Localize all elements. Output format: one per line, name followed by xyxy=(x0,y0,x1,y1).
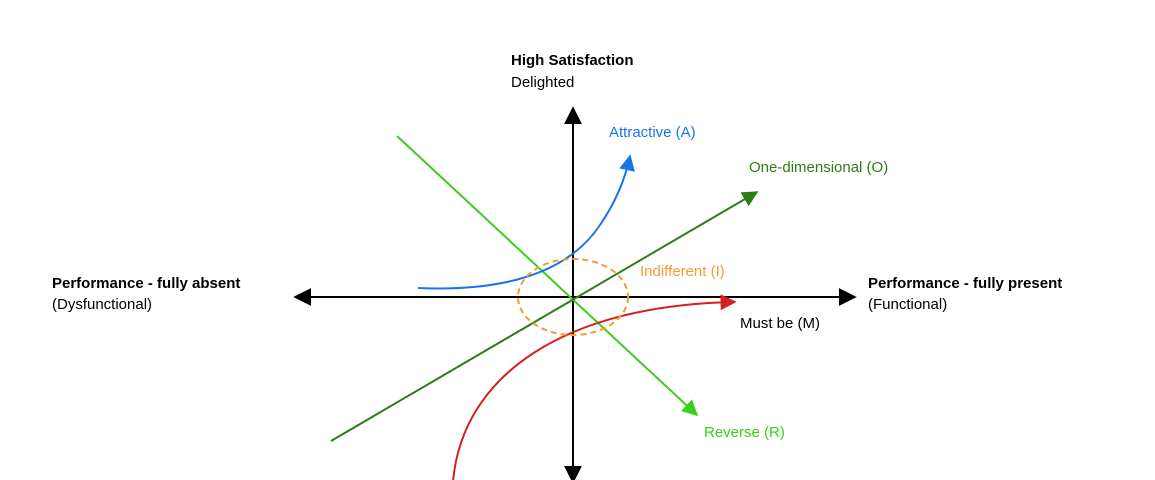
left-title: Performance - fully absent xyxy=(52,275,240,292)
indifferent-ellipse xyxy=(517,258,629,336)
must-be-label: Must be (M) xyxy=(740,315,820,332)
right-subtitle: (Functional) xyxy=(868,296,947,313)
indifferent-label: Indifferent (I) xyxy=(640,263,725,280)
must-be-curve xyxy=(452,294,737,480)
one-dimensional-label: One-dimensional (O) xyxy=(749,159,888,176)
reverse-label: Reverse (R) xyxy=(704,424,785,441)
left-subtitle: (Dysfunctional) xyxy=(52,296,152,313)
right-title: Performance - fully present xyxy=(868,275,1062,292)
one-dimensional-line xyxy=(330,191,759,442)
attractive-label: Attractive (A) xyxy=(609,124,696,141)
reverse-line xyxy=(396,135,699,417)
top-title: High Satisfaction xyxy=(511,52,634,69)
top-subtitle: Delighted xyxy=(511,74,574,91)
attractive-curve xyxy=(417,154,635,290)
